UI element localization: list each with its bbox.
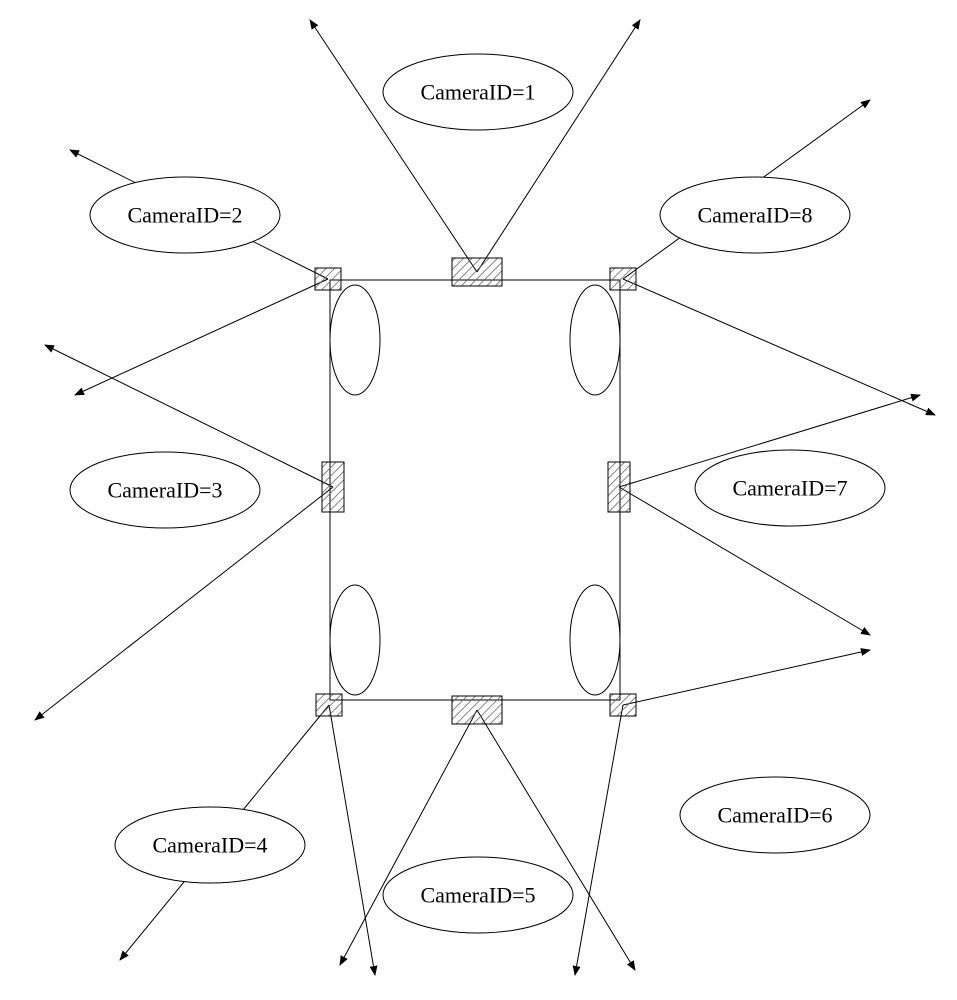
camera-box-3 bbox=[322, 462, 344, 512]
camera-labels: CameraID=1 CameraID=2 CameraID=3 CameraID=4… bbox=[70, 54, 885, 933]
label-camera-4: CameraID=4 bbox=[115, 807, 305, 883]
wheels bbox=[330, 285, 620, 695]
fov-line-camera-2 bbox=[75, 279, 328, 395]
camera-box-8 bbox=[610, 268, 636, 290]
label-camera-7: CameraID=7 bbox=[695, 450, 885, 526]
wheel-3 bbox=[330, 585, 380, 695]
camera-box-6 bbox=[610, 694, 636, 716]
label-text-camera-6: CameraID=6 bbox=[717, 803, 832, 828]
wheel-2 bbox=[570, 285, 620, 395]
car-body bbox=[330, 280, 620, 700]
car-chassis bbox=[330, 280, 620, 700]
label-text-camera-2: CameraID=2 bbox=[127, 203, 242, 228]
label-camera-6: CameraID=6 bbox=[680, 777, 870, 853]
fov-line-camera-8 bbox=[623, 279, 935, 415]
label-text-camera-4: CameraID=4 bbox=[152, 833, 267, 858]
camera-box-5 bbox=[452, 696, 502, 724]
label-camera-1: CameraID=1 bbox=[383, 54, 573, 130]
label-camera-8: CameraID=8 bbox=[660, 177, 850, 253]
label-text-camera-5: CameraID=5 bbox=[420, 883, 535, 908]
camera-box-4 bbox=[316, 694, 342, 716]
fov-line-camera-4 bbox=[329, 705, 375, 975]
label-text-camera-8: CameraID=8 bbox=[697, 203, 812, 228]
wheel-4 bbox=[570, 585, 620, 695]
fov-line-camera-6 bbox=[623, 650, 870, 705]
camera-layout-diagram: CameraID=1 CameraID=2 CameraID=3 CameraID=4… bbox=[0, 0, 957, 1000]
label-camera-3: CameraID=3 bbox=[70, 452, 260, 528]
label-camera-2: CameraID=2 bbox=[90, 177, 280, 253]
wheel-1 bbox=[330, 285, 380, 395]
label-text-camera-7: CameraID=7 bbox=[732, 476, 847, 501]
label-text-camera-3: CameraID=3 bbox=[107, 478, 222, 503]
fov-line-camera-6 bbox=[575, 705, 623, 975]
camera-boxes bbox=[315, 258, 636, 724]
label-camera-5: CameraID=5 bbox=[383, 857, 573, 933]
camera-box-7 bbox=[608, 462, 630, 512]
label-text-camera-1: CameraID=1 bbox=[420, 80, 535, 105]
camera-box-1 bbox=[452, 258, 502, 286]
camera-box-2 bbox=[315, 268, 341, 290]
